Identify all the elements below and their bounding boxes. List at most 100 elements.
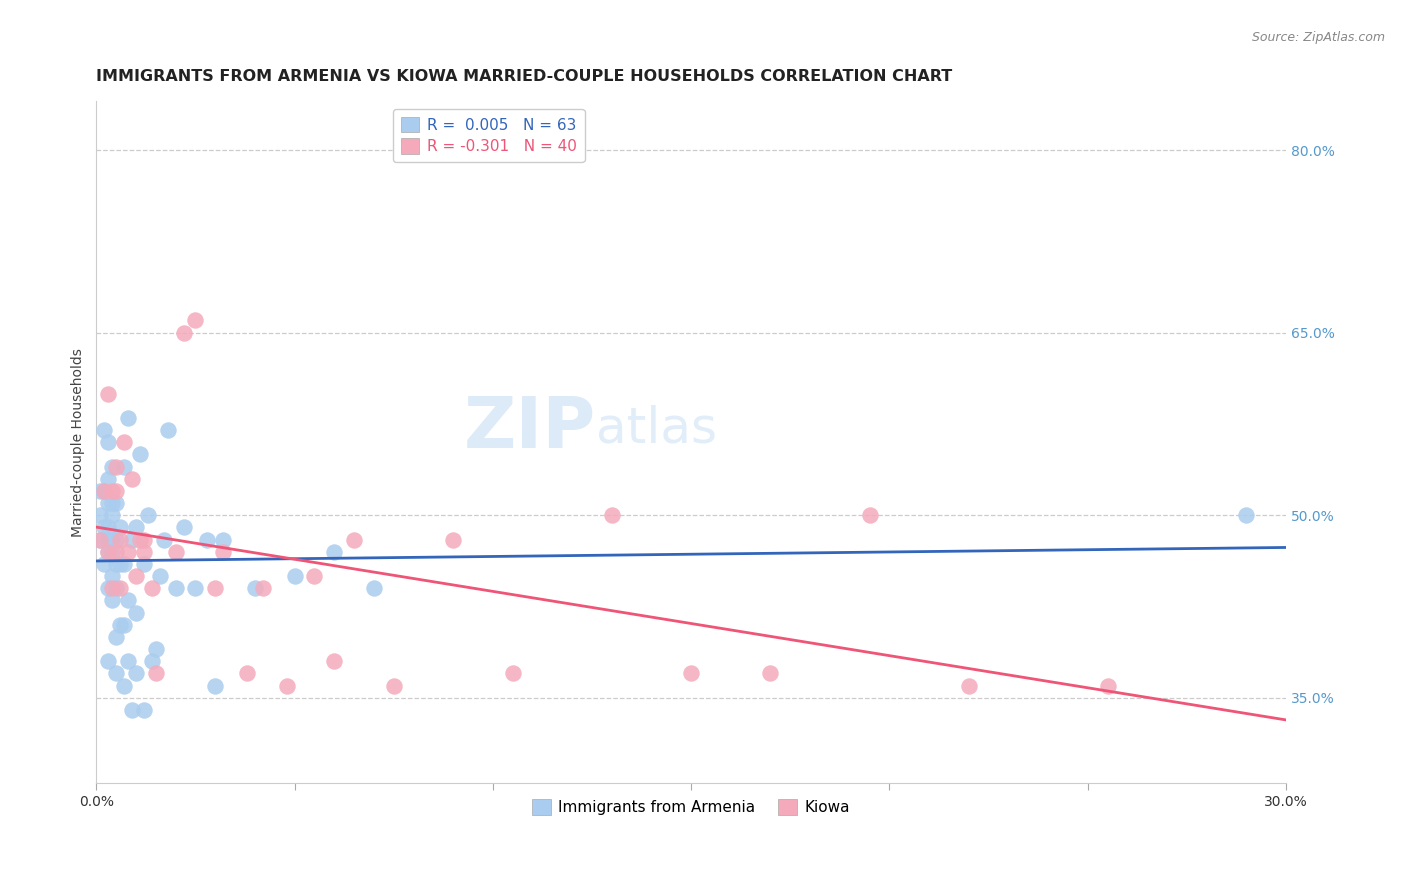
Point — [108, 557, 131, 571]
Point — [117, 410, 139, 425]
Point — [93, 520, 115, 534]
Point — [152, 533, 174, 547]
Point — [112, 679, 135, 693]
Point — [343, 533, 366, 547]
Point — [112, 557, 135, 571]
Point — [1097, 679, 1119, 693]
Point — [101, 459, 124, 474]
Text: atlas: atlas — [596, 405, 717, 452]
Point — [323, 545, 346, 559]
Point — [323, 654, 346, 668]
Point — [97, 533, 120, 547]
Point — [93, 423, 115, 437]
Point — [502, 666, 524, 681]
Point — [101, 581, 124, 595]
Point — [197, 533, 219, 547]
Point — [105, 630, 128, 644]
Point — [101, 533, 124, 547]
Point — [204, 581, 226, 595]
Point — [93, 557, 115, 571]
Point — [125, 606, 148, 620]
Point — [121, 533, 143, 547]
Point — [93, 483, 115, 498]
Point — [125, 569, 148, 583]
Text: IMMIGRANTS FROM ARMENIA VS KIOWA MARRIED-COUPLE HOUSEHOLDS CORRELATION CHART: IMMIGRANTS FROM ARMENIA VS KIOWA MARRIED… — [97, 69, 953, 84]
Point — [304, 569, 326, 583]
Point — [132, 703, 155, 717]
Point — [89, 508, 111, 523]
Point — [117, 593, 139, 607]
Point — [129, 447, 152, 461]
Point — [97, 496, 120, 510]
Point — [145, 666, 167, 681]
Point — [149, 569, 172, 583]
Point — [957, 679, 980, 693]
Point — [108, 533, 131, 547]
Y-axis label: Married-couple Households: Married-couple Households — [72, 348, 86, 537]
Point — [117, 654, 139, 668]
Point — [184, 581, 207, 595]
Point — [108, 520, 131, 534]
Point — [97, 545, 120, 559]
Point — [89, 483, 111, 498]
Point — [252, 581, 274, 595]
Point — [97, 472, 120, 486]
Point — [101, 496, 124, 510]
Point — [121, 472, 143, 486]
Point — [97, 386, 120, 401]
Point — [121, 703, 143, 717]
Point — [105, 581, 128, 595]
Point — [284, 569, 307, 583]
Point — [97, 520, 120, 534]
Point — [101, 569, 124, 583]
Point — [105, 666, 128, 681]
Point — [441, 533, 464, 547]
Legend: Immigrants from Armenia, Kiowa: Immigrants from Armenia, Kiowa — [524, 792, 858, 823]
Point — [108, 617, 131, 632]
Point — [89, 533, 111, 547]
Point — [276, 679, 298, 693]
Point — [117, 545, 139, 559]
Point — [125, 666, 148, 681]
Point — [132, 533, 155, 547]
Point — [141, 654, 163, 668]
Point — [97, 581, 120, 595]
Point — [859, 508, 882, 523]
Point — [600, 508, 623, 523]
Point — [129, 533, 152, 547]
Point — [173, 520, 195, 534]
Point — [243, 581, 266, 595]
Point — [97, 654, 120, 668]
Point — [101, 483, 124, 498]
Point — [184, 313, 207, 327]
Point — [156, 423, 179, 437]
Point — [204, 679, 226, 693]
Point — [132, 557, 155, 571]
Point — [125, 520, 148, 534]
Point — [112, 435, 135, 450]
Point — [112, 617, 135, 632]
Point — [105, 557, 128, 571]
Point — [97, 545, 120, 559]
Point — [681, 666, 703, 681]
Point — [212, 545, 235, 559]
Point — [1234, 508, 1257, 523]
Point — [105, 483, 128, 498]
Point — [145, 642, 167, 657]
Point — [136, 508, 159, 523]
Point — [165, 581, 187, 595]
Point — [212, 533, 235, 547]
Point — [101, 508, 124, 523]
Point — [97, 435, 120, 450]
Point — [363, 581, 385, 595]
Point — [89, 533, 111, 547]
Point — [759, 666, 782, 681]
Point — [108, 581, 131, 595]
Point — [173, 326, 195, 340]
Point — [105, 496, 128, 510]
Point — [132, 545, 155, 559]
Point — [105, 459, 128, 474]
Point — [105, 533, 128, 547]
Point — [141, 581, 163, 595]
Text: ZIP: ZIP — [464, 394, 596, 463]
